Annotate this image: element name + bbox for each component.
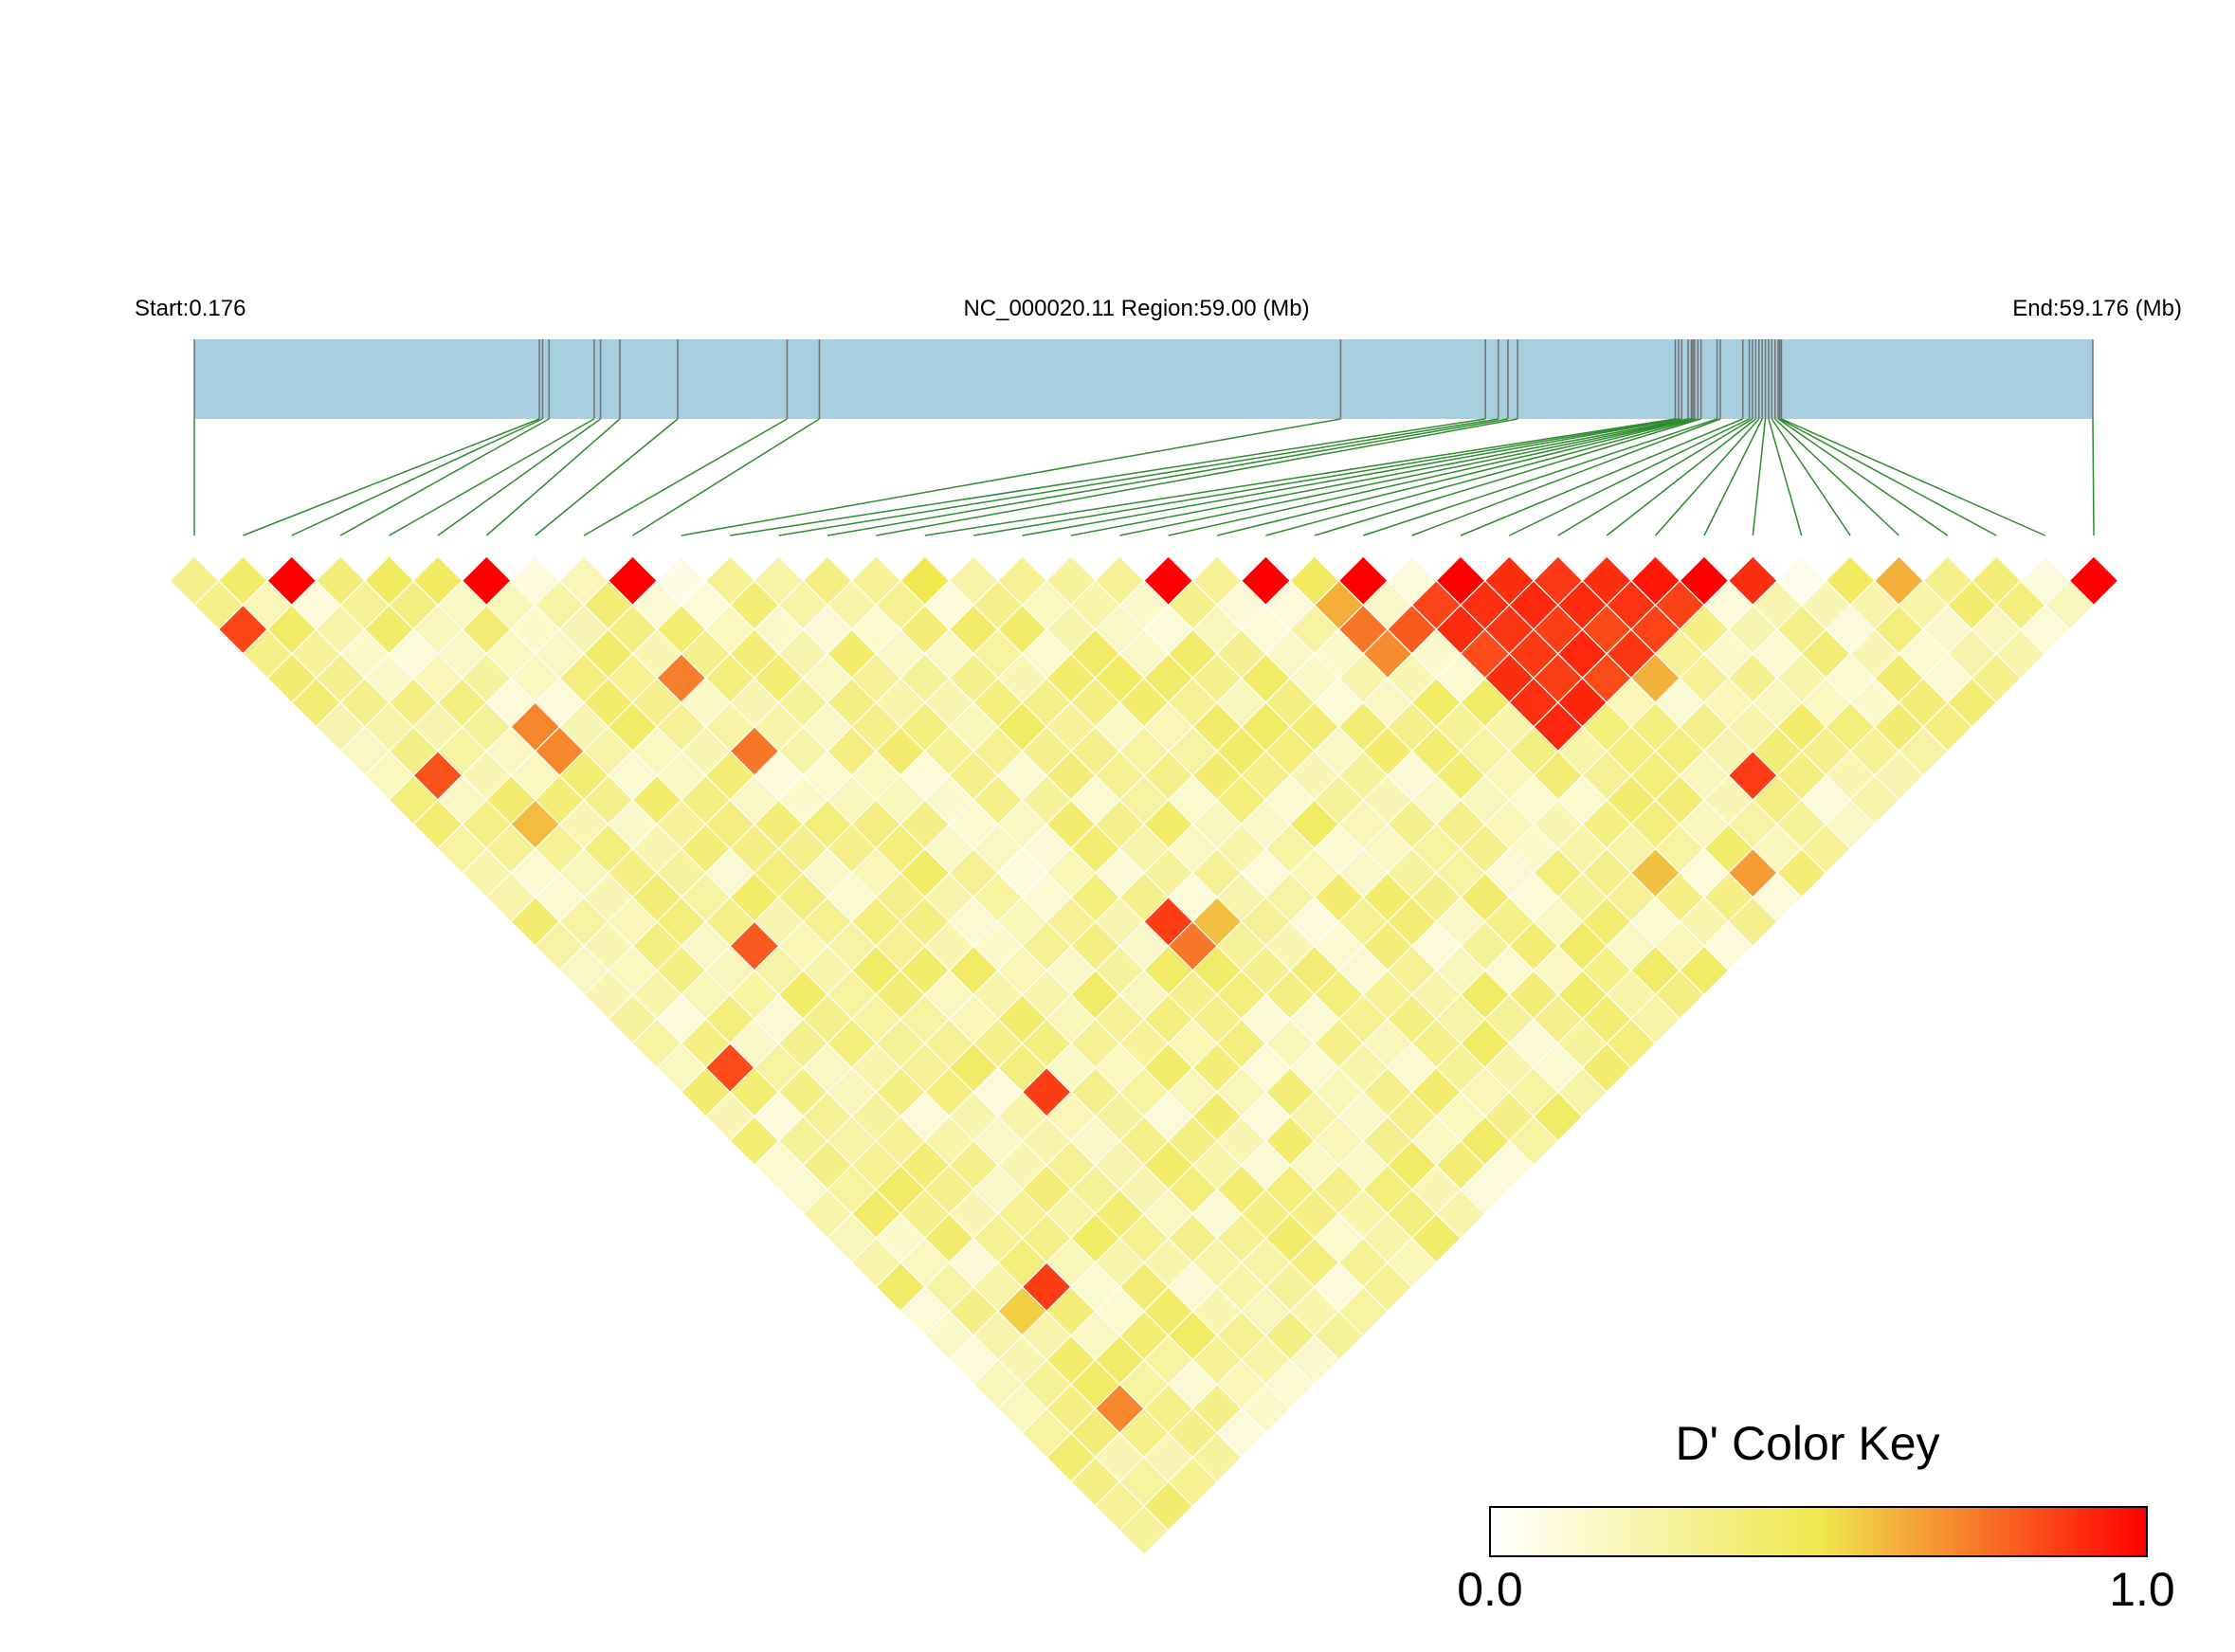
snp-connector-line [1752, 418, 1767, 536]
color-key: D' Color Key 0.0 1.0 [1457, 1417, 2175, 1616]
snp-connector-line [1768, 418, 1803, 536]
snp-connector-line [876, 418, 1518, 536]
end-label: End:59.176 (Mb) [2012, 296, 2182, 321]
snp-connector-line [973, 418, 1679, 536]
snp-connector-line [1509, 418, 1750, 536]
snp-connector-line [1781, 418, 2045, 536]
snp-connector-line [1703, 418, 1763, 536]
color-key-bar [1489, 1506, 2148, 1557]
snp-connector-line [485, 418, 621, 536]
snp-connector-lines [193, 418, 2095, 536]
snp-connector-line [827, 418, 1509, 536]
snp-connector-line [1022, 418, 1682, 536]
snp-connector-line [1460, 418, 1744, 536]
snp-connector-line [2092, 418, 2095, 536]
snp-connector-line [535, 418, 679, 536]
snp-connector-line [778, 418, 1499, 536]
ld-cell [2068, 555, 2119, 607]
chromosome-track [193, 339, 2094, 419]
color-key-title: D' Color Key [1675, 1417, 1939, 1470]
snp-connector-line [924, 418, 1676, 536]
snp-connector-line [1654, 418, 1760, 536]
start-label: Start:0.176 [135, 296, 245, 321]
snp-connector-line [1606, 418, 1756, 536]
snp-connector-line [339, 418, 550, 536]
snp-connector-line [1362, 418, 1717, 536]
snp-connector-line [1779, 418, 1997, 536]
color-key-max-label: 1.0 [2109, 1563, 2175, 1616]
snp-connector-line [1774, 418, 1899, 536]
snp-connector-line [1411, 418, 1721, 536]
snp-connector-line [1265, 418, 1699, 536]
snp-connector-line [681, 418, 1341, 536]
snp-connector-line [1216, 418, 1696, 536]
color-key-min-label: 0.0 [1457, 1563, 1523, 1616]
snp-connector-line [1070, 418, 1689, 536]
snp-connector-line [1168, 418, 1694, 536]
snp-connector-line [632, 418, 820, 536]
ld-triangle [169, 555, 2119, 1556]
snp-connector-line [389, 418, 595, 536]
snp-connector-line [1557, 418, 1753, 536]
snp-connector-line [730, 418, 1486, 536]
snp-connector-line [243, 418, 540, 536]
snp-connector-line [291, 418, 543, 536]
snp-connector-line [437, 418, 602, 536]
snp-connector-line [1771, 418, 1851, 536]
region-title: NC_000020.11 Region:59.00 (Mb) [963, 296, 1309, 321]
snp-connector-line [1314, 418, 1701, 536]
snp-connector-line [583, 418, 788, 536]
snp-connector-line [1119, 418, 1692, 536]
snp-connector-line [1777, 418, 1949, 536]
chromosome-bar [194, 339, 2093, 419]
